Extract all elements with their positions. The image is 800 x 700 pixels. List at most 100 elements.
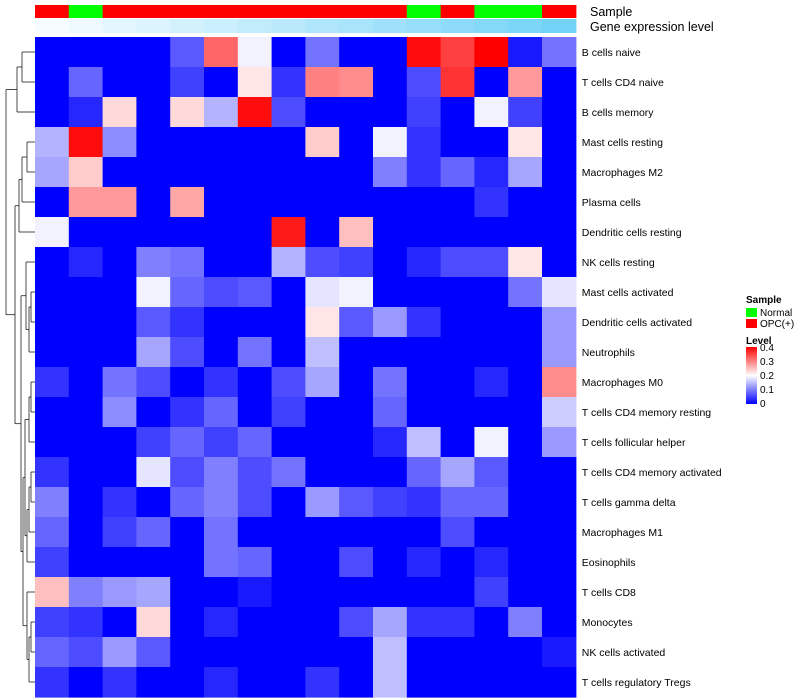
row-label: Plasma cells [582, 197, 641, 209]
row-label: Macrophages M2 [582, 167, 663, 179]
heatmap-cell [136, 487, 171, 518]
heatmap-cell [373, 127, 408, 158]
heatmap-cell [542, 157, 577, 188]
heatmap-cell [271, 127, 306, 158]
heatmap-cell [102, 277, 137, 308]
heatmap-cell [136, 37, 171, 68]
heatmap-cell [102, 67, 137, 98]
heatmap-cell [271, 457, 306, 488]
heatmap-cell [508, 157, 543, 188]
heatmap-cell [474, 457, 509, 488]
heatmap-cell [508, 367, 543, 398]
heatmap-cell [136, 307, 171, 338]
heatmap-cell [474, 217, 509, 248]
row-label: T cells CD8 [582, 587, 636, 599]
heatmap-cell [237, 277, 273, 308]
heatmap-cell [237, 367, 273, 398]
heatmap-cell [305, 37, 340, 68]
heatmap-cell [204, 247, 239, 278]
heatmap-cell [542, 517, 577, 548]
heatmap-cell [305, 457, 340, 488]
heatmap-cell [170, 307, 205, 338]
heatmap-cell [542, 547, 577, 578]
heatmap-cell [136, 517, 171, 548]
heatmap-cell [35, 67, 70, 98]
heatmap-cell [237, 577, 273, 608]
heatmap-cell [440, 37, 475, 68]
heatmap-cell [102, 577, 137, 608]
heatmap-cell [68, 307, 104, 338]
heatmap-cell [271, 187, 306, 218]
heatmap-cell [204, 337, 239, 368]
heatmap-cell [508, 577, 543, 608]
heatmap-cell [508, 637, 543, 668]
heatmap-cell [406, 277, 442, 308]
heatmap-cell [170, 247, 205, 278]
sample-annotation-cell [508, 5, 543, 18]
heatmap-cell [35, 577, 70, 608]
heatmap-cell [474, 487, 509, 518]
expression-annotation-cell [271, 19, 306, 33]
row-label: T cells gamma delta [582, 497, 676, 509]
heatmap-cell [170, 97, 205, 128]
heatmap-cell [271, 397, 306, 428]
heatmap-cell [542, 637, 577, 668]
expression-annotation-label: Gene expression level [590, 20, 714, 34]
heatmap-cell [542, 37, 577, 68]
heatmap-cell [440, 187, 475, 218]
heatmap-cell [406, 157, 442, 188]
heatmap-cell [35, 97, 70, 128]
row-label: T cells CD4 memory activated [582, 467, 722, 479]
heatmap-cell [508, 457, 543, 488]
heatmap-cell [440, 97, 475, 128]
heatmap-cell [68, 547, 104, 578]
heatmap-cell [68, 607, 104, 638]
heatmap-cell [373, 637, 408, 668]
heatmap-cell [373, 307, 408, 338]
heatmap-cell [406, 127, 442, 158]
heatmap-cell [474, 337, 509, 368]
heatmap-cell [102, 547, 137, 578]
heatmap-cell [440, 427, 475, 458]
heatmap-cell [305, 337, 340, 368]
heatmap-cell [102, 97, 137, 128]
heatmap-cell [237, 157, 273, 188]
heatmap-cell [305, 397, 340, 428]
expression-annotation-cell [68, 19, 104, 33]
heatmap-cell [440, 367, 475, 398]
legend-tick-0.3: 0.3 [760, 357, 774, 368]
heatmap-cell [271, 277, 306, 308]
heatmap-cell [305, 247, 340, 278]
heatmap-cell [339, 397, 374, 428]
heatmap-cell [305, 547, 340, 578]
heatmap-cell [305, 637, 340, 668]
heatmap-cell [237, 247, 273, 278]
legend-tick-0.4: 0.4 [760, 343, 774, 354]
heatmap-cell [204, 637, 239, 668]
heatmap-cell [136, 157, 171, 188]
heatmap-cell [35, 157, 70, 188]
heatmap-cell [237, 337, 273, 368]
heatmap-cell [204, 187, 239, 218]
sample-annotation-cell [204, 5, 239, 18]
heatmap-cell [339, 427, 374, 458]
heatmap-cell [170, 67, 205, 98]
heatmap-cell [237, 667, 273, 698]
heatmap-cell [170, 157, 205, 188]
heatmap-cell [271, 97, 306, 128]
heatmap-cell [204, 97, 239, 128]
heatmap-cell [204, 667, 239, 698]
heatmap-cell [440, 277, 475, 308]
sample-annotation-cell [305, 5, 340, 18]
heatmap-cell [102, 337, 137, 368]
heatmap-cell [406, 247, 442, 278]
heatmap-cell [170, 487, 205, 518]
heatmap-cell [68, 157, 104, 188]
heatmap-cell [339, 97, 374, 128]
heatmap-cell [474, 547, 509, 578]
heatmap-cell [508, 397, 543, 428]
heatmap-cell [508, 487, 543, 518]
heatmap-cell [339, 607, 374, 638]
heatmap-cell [237, 607, 273, 638]
heatmap-cell [68, 577, 104, 608]
